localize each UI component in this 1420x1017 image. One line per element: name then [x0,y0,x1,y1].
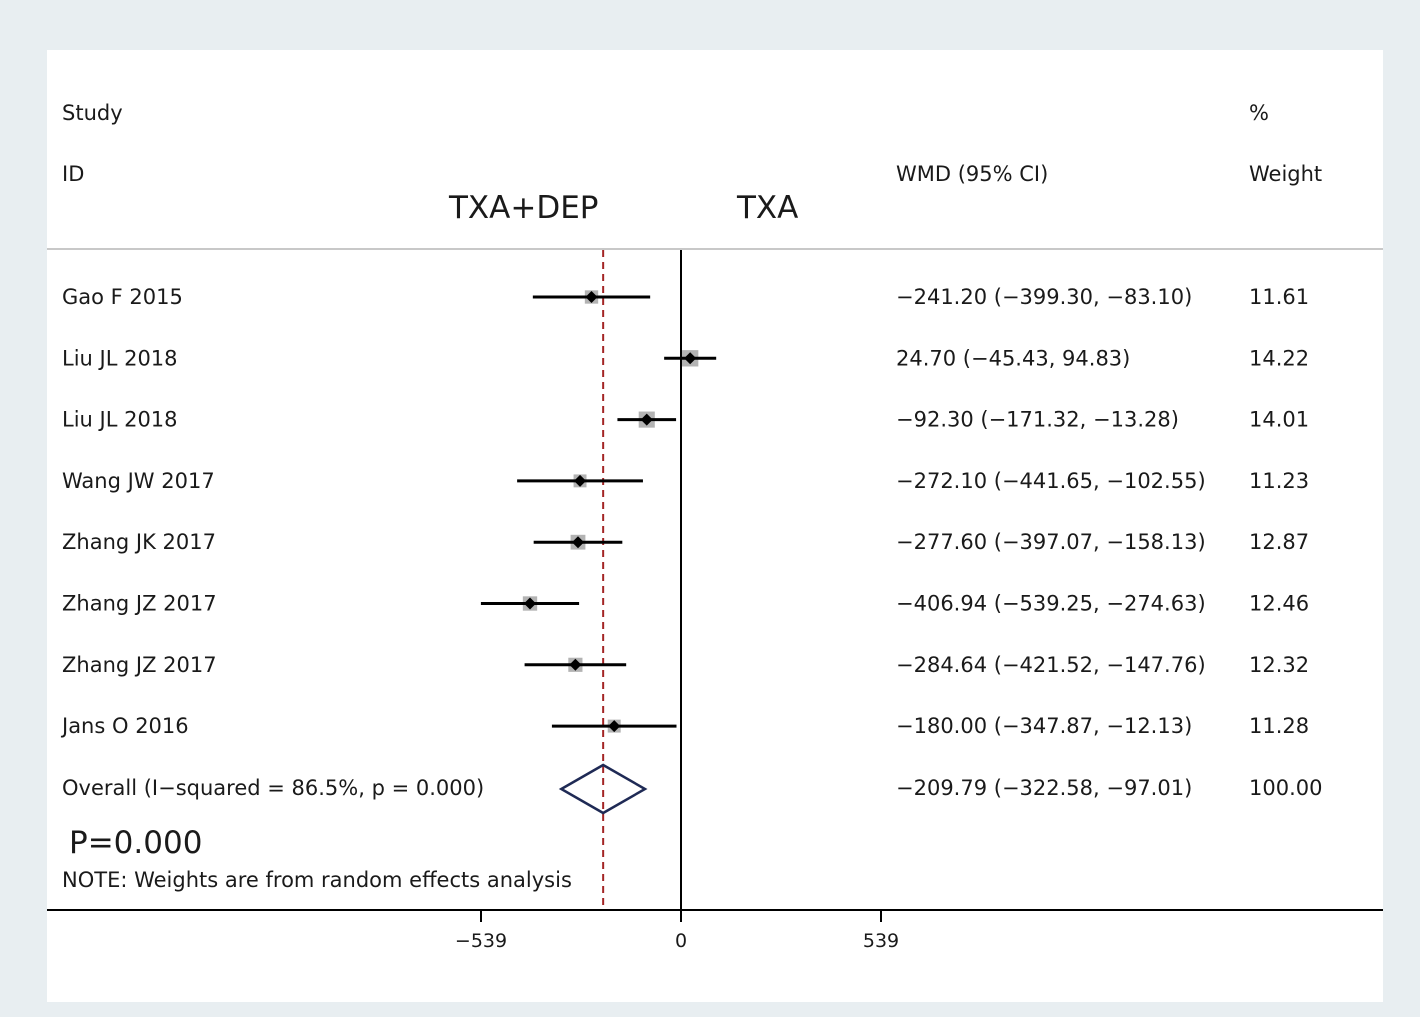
study-row: Zhang JZ 2017 −406.94 (−539.25, −274.63) 1… [62,592,1309,616]
forest-plot: Study ID WMD (95% CI) % Weight TXA+DEP T… [47,101,1383,952]
study-id: Gao F 2015 [62,285,183,309]
header-id: ID [62,162,84,186]
study-row: Zhang JK 2017 −277.60 (−397.07, −158.13) 1… [62,530,1309,554]
effect-text: −180.00 (−347.87, −12.13) [896,714,1192,738]
point-estimate-marker [569,658,582,671]
overall-diamond [558,763,648,815]
effect-text: −406.94 (−539.25, −274.63) [896,592,1206,616]
header-effect: WMD (95% CI) [896,162,1048,186]
study-row: Zhang JZ 2017 −284.64 (−421.52, −147.76) 1… [62,653,1309,677]
weight-text: 11.61 [1249,285,1309,309]
study-id: Liu JL 2018 [62,346,178,370]
overall-weight-text: 100.00 [1249,776,1322,800]
point-estimate-marker [585,291,598,303]
point-estimate-marker [571,536,584,549]
effect-text: −272.10 (−441.65, −102.55) [896,469,1206,493]
effect-text: −241.20 (−399.30, −83.10) [896,285,1192,309]
header-weight: Weight [1249,162,1322,186]
weight-text: 14.22 [1249,346,1309,370]
study-id: Zhang JZ 2017 [62,653,217,677]
side-label-left: TXA+DEP [448,190,599,226]
point-estimate-marker [574,474,587,487]
x-axis-ticks: −539 0 539 [455,910,899,952]
weight-text: 14.01 [1249,408,1309,432]
overall-label: Overall (I−squared = 86.5%, p = 0.000) [62,776,484,800]
weight-text: 12.32 [1249,653,1309,677]
study-row: Liu JL 2018 −92.30 (−171.32, −13.28) 14.01 [62,408,1309,432]
study-id: Zhang JZ 2017 [62,592,217,616]
footnote: NOTE: Weights are from random effects an… [62,868,572,892]
study-row: Liu JL 2018 24.70 (−45.43, 94.83) 14.22 [62,346,1309,370]
weight-text: 12.87 [1249,530,1309,554]
forest-plot-panel: Study ID WMD (95% CI) % Weight TXA+DEP T… [47,50,1383,1002]
study-row: Wang JW 2017 −272.10 (−441.65, −102.55) 11… [62,469,1309,493]
study-row: Jans O 2016 −180.00 (−347.87, −12.13) 11.2… [60,714,1309,738]
study-id: Zhang JK 2017 [62,530,216,554]
header-study: Study [62,101,123,125]
x-tick-label: −539 [455,930,507,952]
point-estimate-marker [640,413,653,426]
weight-text: 11.28 [1249,714,1309,738]
header-weight-pct: % [1249,101,1269,125]
study-id: Liu JL 2018 [62,408,178,432]
effect-text: 24.70 (−45.43, 94.83) [896,346,1130,370]
overall-effect-text: −209.79 (−322.58, −97.01) [896,776,1192,800]
point-estimate-marker [608,720,621,733]
study-id: Wang JW 2017 [62,469,215,493]
study-id: Jans O 2016 [60,714,189,738]
effect-text: −284.64 (−421.52, −147.76) [896,653,1206,677]
x-tick-label: 539 [863,930,899,952]
weight-text: 11.23 [1249,469,1309,493]
x-tick-label: 0 [675,930,687,952]
point-estimate-marker [524,597,537,610]
effect-text: −92.30 (−171.32, −13.28) [896,408,1179,432]
study-row: Gao F 2015 −241.20 (−399.30, −83.10) 11.61 [62,285,1309,309]
p-value-text: P=0.000 [69,825,202,861]
effect-text: −277.60 (−397.07, −158.13) [896,530,1206,554]
side-label-right: TXA [736,190,798,226]
study-rows: Gao F 2015 −241.20 (−399.30, −83.10) 11.61… [60,285,1309,738]
point-estimate-marker [684,352,697,365]
weight-text: 12.46 [1249,592,1309,616]
